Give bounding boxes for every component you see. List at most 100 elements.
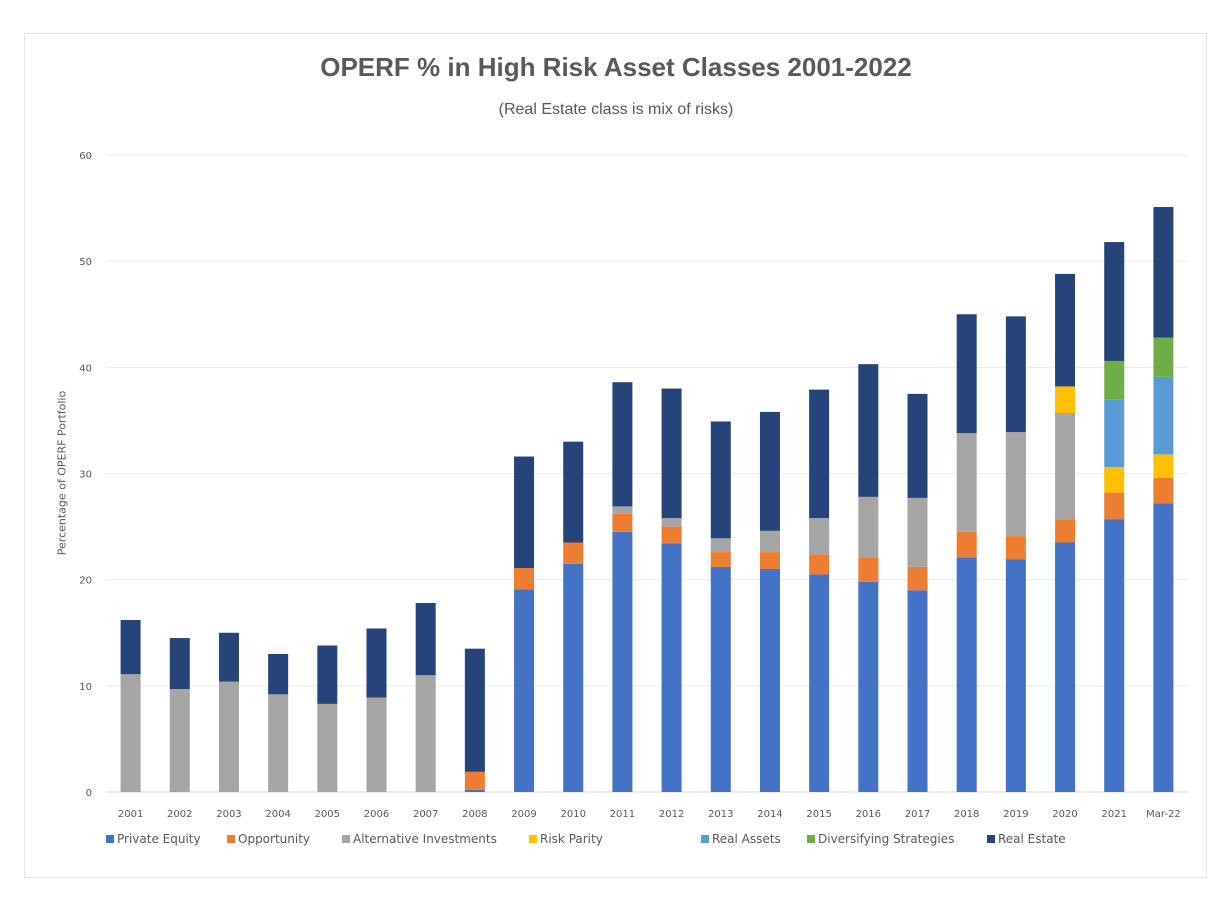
bar-stack: [612, 382, 633, 792]
bar-segment-alternative-investments: [710, 538, 731, 553]
bar-segment-real-assets: [1153, 376, 1174, 455]
bar-segment-opportunity: [907, 566, 928, 591]
bar-segment-opportunity: [1005, 536, 1026, 560]
bar-segment-alternative-investments: [1055, 412, 1076, 520]
x-tick-label: 2020: [1052, 809, 1077, 820]
legend-swatch: [701, 835, 709, 843]
bar-segment-private-equity: [563, 563, 584, 792]
y-tick-label: 40: [79, 363, 92, 374]
bar-stack: [366, 628, 387, 792]
bar-segment-private-equity: [759, 569, 780, 792]
bar-segment-real-estate: [956, 314, 977, 434]
bar-segment-private-equity: [1005, 559, 1026, 792]
bar-stack: [809, 389, 830, 792]
bar-segment-opportunity: [1104, 492, 1125, 520]
x-tick-label: 2001: [118, 809, 143, 820]
x-tick-label: 2007: [413, 809, 438, 820]
bar-stack: [1153, 207, 1174, 792]
bar-stack: [858, 364, 879, 792]
x-axis-ticks: 2001 2002 2003 2004 2005 2006 2007 2008 2009 2010…: [118, 809, 1181, 820]
bar-segment-alternative-investments: [120, 674, 141, 792]
x-tick-label: 2003: [216, 809, 241, 820]
legend-label: Alternative Investments: [353, 832, 497, 846]
bar-segment-alternative-investments: [809, 518, 830, 555]
bar-segment-real-estate: [169, 638, 190, 690]
bar-segment-real-estate: [1055, 273, 1076, 387]
bar-segment-real-estate: [317, 645, 338, 704]
bar-segment-alternative-investments: [858, 496, 879, 558]
x-tick-label: 2014: [757, 809, 782, 820]
bar-stack: [464, 648, 485, 792]
chart-title: OPERF % in High Risk Asset Classes 2001-…: [320, 52, 912, 82]
legend-label: Diversifying Strategies: [818, 832, 955, 846]
bar-segment-real-estate: [120, 620, 141, 675]
bar-segment-risk-parity: [1153, 454, 1174, 478]
bar-stack: [563, 441, 584, 792]
legend-swatch: [106, 835, 114, 843]
bar-segment-private-equity: [464, 789, 485, 792]
bar-segment-real-estate: [907, 393, 928, 498]
x-tick-label: 2019: [1003, 809, 1028, 820]
bar-segment-alternative-investments: [317, 703, 338, 792]
bar-segment-risk-parity: [1055, 386, 1076, 413]
x-tick-label: 2002: [167, 809, 192, 820]
bar-stack: [415, 603, 436, 792]
bar-stack: [120, 620, 141, 792]
x-tick-label: 2016: [856, 809, 881, 820]
bar-segment-alternative-investments: [169, 689, 190, 792]
bar-segment-alternative-investments: [366, 697, 387, 792]
x-tick-label: 2015: [806, 809, 831, 820]
x-tick-label: 2005: [315, 809, 340, 820]
legend-item: Private Equity: [106, 832, 201, 846]
bar-segment-diversifying-strategies: [1104, 360, 1125, 400]
bar-segment-alternative-investments: [415, 675, 436, 792]
bar-segment-real-estate: [809, 389, 830, 519]
legend-item: Alternative Investments: [342, 832, 497, 846]
legend-label: Real Assets: [712, 832, 781, 846]
x-tick-label: 2017: [905, 809, 930, 820]
bar-segment-private-equity: [612, 531, 633, 792]
bar-segment-alternative-investments: [268, 694, 289, 792]
bar-segment-opportunity: [464, 771, 485, 790]
bar-segment-opportunity: [563, 542, 584, 564]
bar-segment-opportunity: [710, 552, 731, 567]
bar-segment-alternative-investments: [956, 433, 977, 532]
legend-item: Opportunity: [227, 832, 310, 846]
bar-segment-opportunity: [1153, 477, 1174, 504]
bar-stack: [710, 421, 731, 792]
x-tick-label: 2011: [610, 809, 635, 820]
x-tick-label: 2012: [659, 809, 684, 820]
bar-segment-private-equity: [907, 590, 928, 792]
bar-stack: [1005, 316, 1026, 792]
bar-segment-private-equity: [710, 566, 731, 792]
bar-segment-alternative-investments: [907, 497, 928, 567]
bar-segment-opportunity: [612, 513, 633, 532]
y-tick-label: 0: [86, 788, 92, 799]
bar-segment-private-equity: [514, 589, 535, 792]
bar-stack: [514, 456, 535, 792]
legend-label: Private Equity: [117, 832, 201, 846]
y-tick-label: 30: [79, 470, 92, 481]
bar-segment-real-estate: [268, 653, 289, 695]
bar-segment-risk-parity: [1104, 467, 1125, 493]
bar-segment-alternative-investments: [612, 506, 633, 514]
bar-segment-real-estate: [710, 421, 731, 539]
legend-swatch: [227, 835, 235, 843]
bar-segment-real-estate: [759, 411, 780, 531]
bar-stack: [268, 653, 289, 792]
bar-segment-real-assets: [1104, 399, 1125, 468]
legend-swatch: [342, 835, 350, 843]
bar-segment-opportunity: [858, 557, 879, 582]
x-tick-label: 2008: [462, 809, 487, 820]
legend: Private Equity Opportunity Alternative Inv…: [0, 832, 1232, 850]
bar-segment-private-equity: [809, 574, 830, 792]
bar-segment-real-estate: [366, 628, 387, 698]
bar-stack: [661, 388, 682, 792]
bar-stack: [1055, 273, 1076, 792]
bar-segment-private-equity: [858, 581, 879, 792]
bar-stack: [317, 645, 338, 792]
bar-segment-opportunity: [956, 531, 977, 558]
bar-stack: [218, 632, 239, 792]
legend-label: Risk Parity: [540, 832, 603, 846]
